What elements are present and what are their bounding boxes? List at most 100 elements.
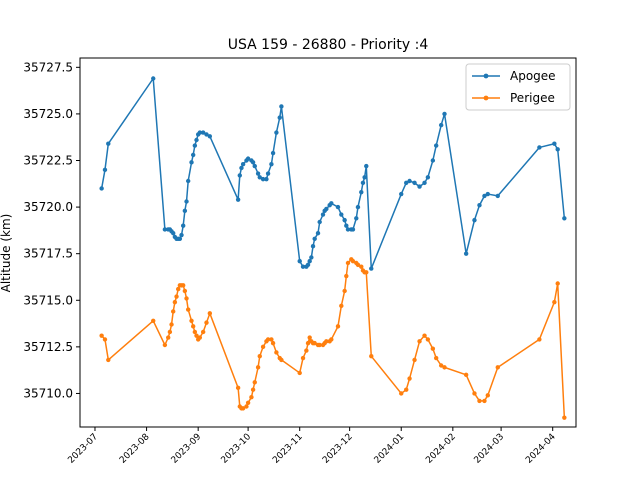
plot-area — [99, 76, 567, 420]
perigee-data-point — [350, 258, 356, 264]
perigee-data-point — [176, 286, 181, 292]
y-tick-label: 35725.0 — [23, 107, 73, 121]
perigee-data-point — [244, 404, 249, 409]
apogee-data-point — [279, 104, 284, 109]
perigee-data-point — [339, 303, 344, 309]
perigee-data-point — [257, 353, 262, 359]
perigee-data-point — [174, 294, 179, 299]
apogee-data-point — [309, 255, 314, 260]
perigee-data-point — [438, 363, 444, 368]
perigee-data-point — [197, 335, 203, 340]
apogee-data-point — [151, 76, 156, 81]
perigee-data-point — [407, 376, 412, 381]
apogee-data-point — [310, 244, 316, 249]
perigee-data-point — [300, 355, 306, 361]
perigee-data-point — [204, 320, 209, 325]
perigee-data-point — [167, 329, 173, 335]
perigee-data-point — [151, 318, 156, 323]
apogee-data-point — [180, 223, 186, 228]
perigee-data-point — [279, 357, 284, 363]
apogee-data-point — [552, 141, 557, 146]
apogee-data-point — [265, 171, 271, 176]
apogee-data-point — [342, 217, 347, 223]
apogee-data-point — [207, 134, 213, 139]
perigee-data-point — [185, 307, 191, 312]
apogee-data-point — [339, 212, 344, 217]
apogee-data-point — [260, 176, 266, 182]
apogee-data-point — [417, 184, 422, 189]
apogee-data-point — [364, 163, 369, 169]
apogee-data-point — [463, 251, 469, 256]
perigee-data-point — [342, 288, 347, 294]
perigee-data-point — [335, 324, 341, 329]
apogee-data-point — [239, 165, 244, 171]
apogee-data-point — [485, 191, 490, 197]
perigee-data-point — [359, 264, 364, 269]
apogee-data-point — [297, 258, 302, 264]
axes-frame — [79, 57, 577, 428]
perigee-data-point — [404, 387, 409, 392]
y-tick-label: 35715.0 — [23, 293, 73, 307]
perigee-data-point — [270, 340, 276, 346]
perigee-data-point — [369, 353, 374, 359]
perigee-data-point — [399, 391, 404, 396]
chart-title: USA 159 - 26880 - Priority :4 — [228, 37, 429, 53]
perigee-data-point — [250, 387, 256, 392]
perigee-data-point — [166, 335, 171, 340]
apogee-data-point — [274, 130, 279, 135]
apogee-data-point — [200, 130, 206, 135]
perigee-data-point — [99, 333, 104, 338]
apogee-data-point — [189, 160, 194, 165]
apogee-data-point — [407, 178, 412, 184]
perigee-data-point — [171, 309, 176, 314]
apogee-data-point — [307, 258, 312, 264]
apogee-data-point — [438, 122, 444, 128]
apogee-data-point — [362, 175, 367, 180]
perigee-data-point — [430, 346, 436, 351]
apogee-data-point — [185, 178, 191, 184]
apogee-data-point — [179, 232, 184, 238]
apogee-data-point — [562, 216, 567, 221]
perigee-data-point — [252, 380, 257, 385]
apogee-data-point — [269, 162, 274, 167]
perigee-data-point — [269, 337, 274, 342]
apogee-data-point — [192, 143, 198, 148]
apogee-data-point — [404, 180, 409, 186]
y-tick-label: 35727.5 — [23, 60, 73, 74]
apogee-data-point — [255, 171, 261, 176]
apogee-data-point — [237, 173, 242, 178]
apogee-data-point — [537, 145, 542, 150]
apogee-data-point — [482, 193, 487, 199]
y-tick-label: 35710.0 — [23, 386, 73, 400]
perigee-data-point — [317, 342, 322, 348]
apogee-data-point — [190, 152, 196, 158]
apogee-data-point — [250, 160, 256, 165]
apogee-data-point — [324, 206, 329, 212]
apogee-data-point — [472, 217, 477, 223]
perigee-data-point — [364, 270, 369, 275]
perigee-data-point — [180, 283, 186, 288]
apogee-data-point — [355, 204, 361, 210]
perigee-data-point — [192, 329, 198, 335]
apogee-data-point — [477, 203, 482, 208]
perigee-data-point — [482, 398, 487, 404]
legend-apogee-marker — [483, 73, 489, 79]
perigee-data-point — [172, 299, 178, 305]
legend-perigee-marker — [483, 95, 489, 101]
apogee-data-point — [350, 227, 356, 232]
perigee-data-point — [162, 342, 168, 348]
apogee-data-point — [240, 162, 246, 167]
perigee-data-point — [412, 357, 417, 363]
perigee-data-point — [552, 299, 557, 305]
apogee-data-point — [335, 204, 341, 210]
y-tick-label: 35717.5 — [23, 247, 73, 261]
perigee-data-point — [417, 339, 422, 344]
perigee-data-point — [324, 339, 329, 344]
perigee-data-point — [485, 393, 490, 398]
apogee-data-point — [177, 236, 183, 241]
perigee-data-point — [422, 333, 427, 338]
legend: Apogee Perigee — [465, 63, 571, 111]
apogee-data-point — [305, 262, 311, 268]
perigee-data-point — [425, 337, 431, 342]
perigee-data-point — [562, 415, 567, 420]
